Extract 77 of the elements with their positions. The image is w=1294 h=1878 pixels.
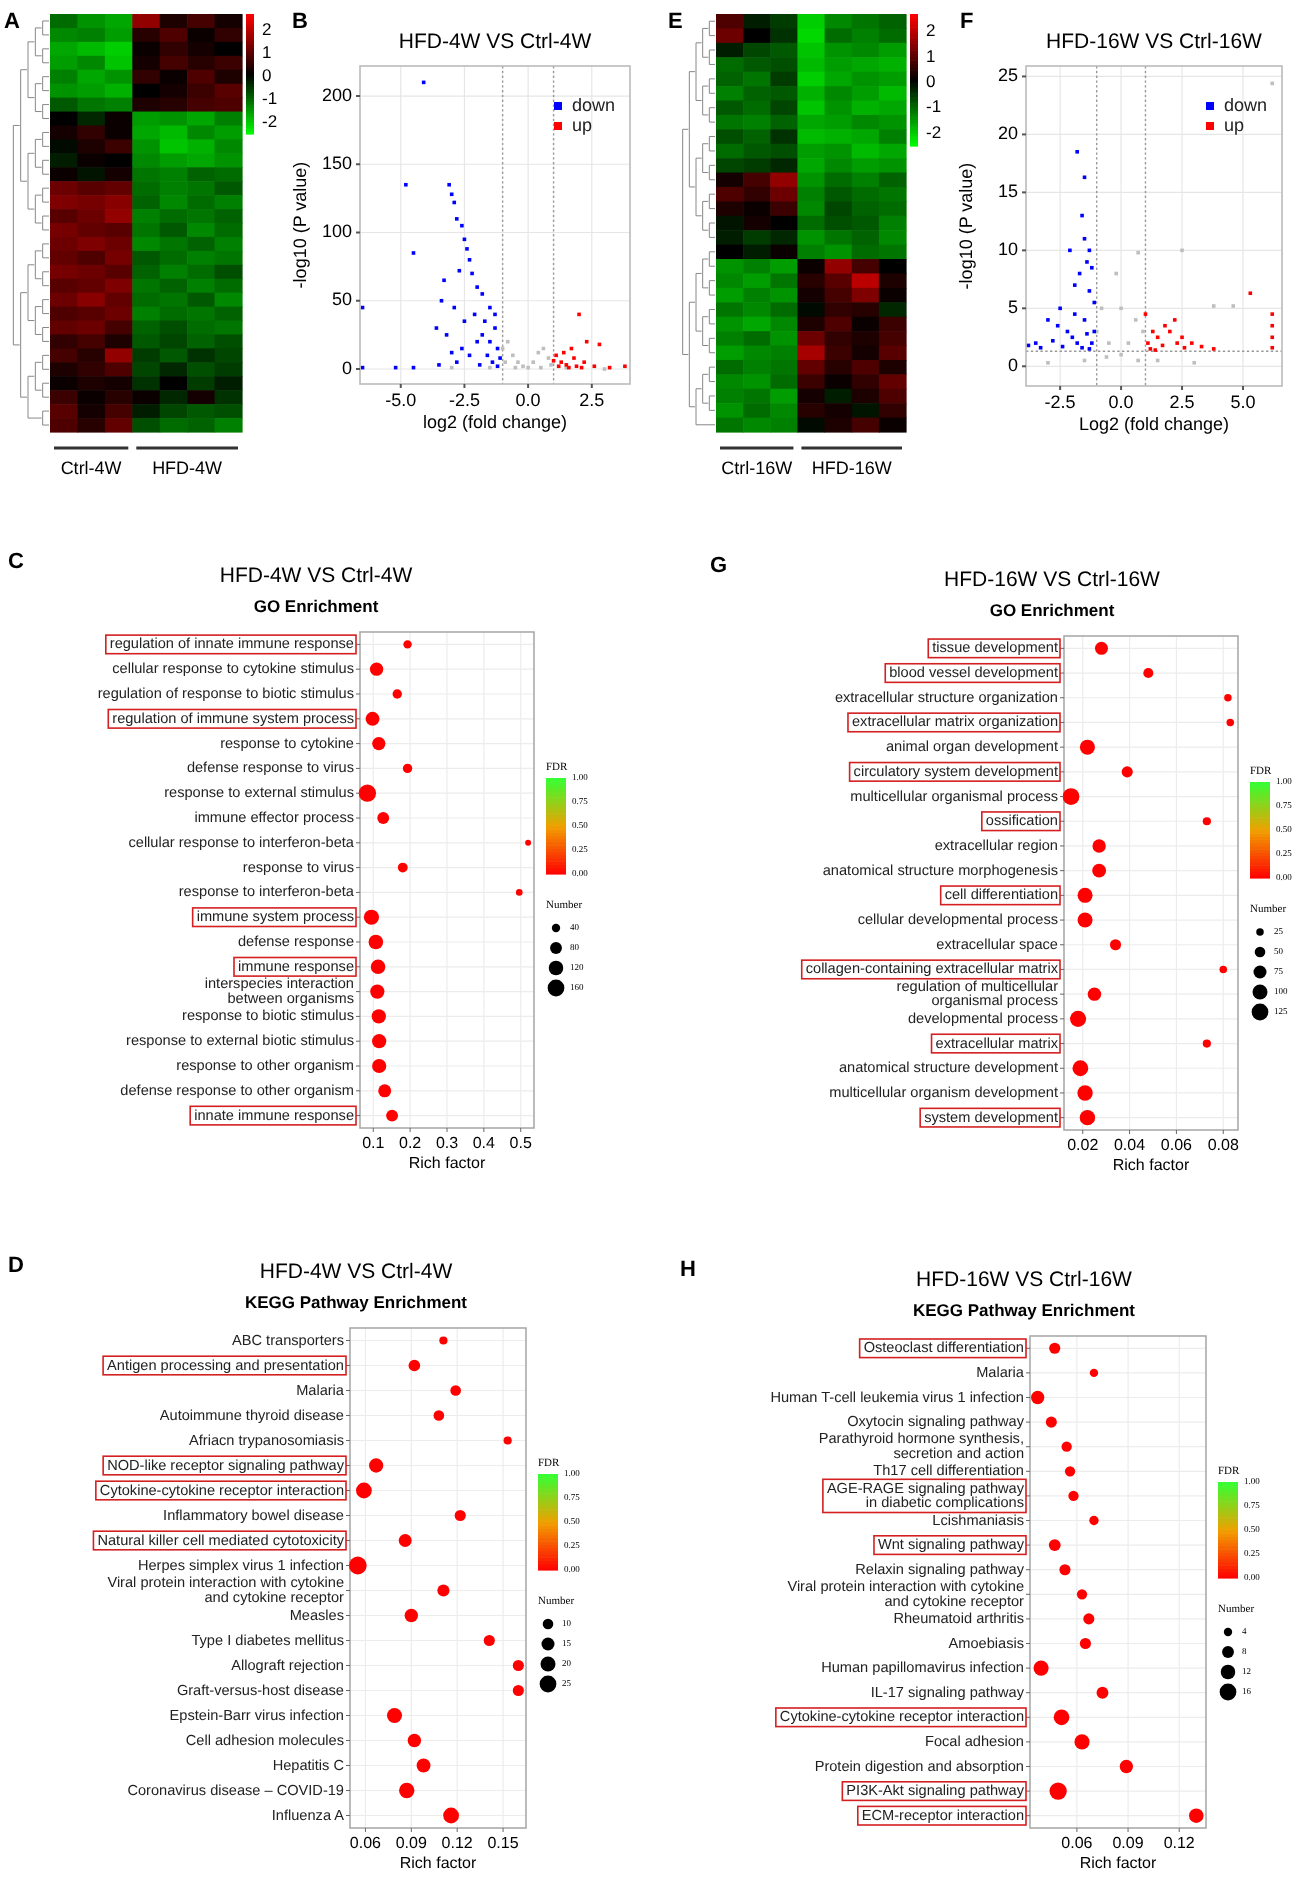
- x-axis-title: Log2 (fold change): [1078, 414, 1230, 434]
- chart-title: HFD-4W VS Ctrl-4W: [259, 1260, 453, 1284]
- color-bar-label: 1: [262, 41, 272, 62]
- text: A: [4, 10, 20, 34]
- text: HFD-4W: [152, 458, 224, 478]
- x-tick-label: -5.0: [385, 390, 417, 410]
- x-tick-label: 2.5: [579, 390, 605, 410]
- text: C: [8, 550, 24, 574]
- x-tick-label: 0.06: [349, 1834, 383, 1852]
- text: Ctrl-4W: [60, 458, 123, 478]
- color-bar-label: -1: [926, 96, 942, 117]
- color-bar-label: -2: [926, 121, 942, 142]
- x-tick-label: 0.04: [1113, 1136, 1147, 1154]
- x-tick-label: -2.5: [1044, 392, 1076, 412]
- x-tick-label: 5.0: [1230, 392, 1256, 412]
- x-tick-label: 0.09: [395, 1834, 428, 1852]
- color-bar-label: 2: [926, 20, 936, 41]
- y-tick-label: 150: [321, 153, 352, 174]
- color-bar-label: -1: [262, 87, 278, 108]
- x-tick-label: 0.2: [399, 1134, 423, 1152]
- legend-label: up: [1224, 114, 1245, 135]
- x-tick-label: 0.12: [1163, 1834, 1196, 1852]
- x-tick-label: 0.06: [1061, 1834, 1094, 1852]
- y-axis-title: -log10 (P value): [290, 161, 310, 289]
- x-tick-label: 0.0: [515, 390, 541, 410]
- x-tick-label: 0.5: [509, 1134, 533, 1152]
- x-tick-label: 0.1: [362, 1134, 386, 1152]
- x-tick-label: 0.12: [441, 1834, 474, 1852]
- y-tick-label: 0: [1007, 355, 1018, 376]
- y-tick-label: 100: [321, 221, 352, 242]
- x-tick-label: 0.02: [1067, 1136, 1100, 1154]
- text: G: [710, 554, 728, 578]
- text: H: [680, 1258, 696, 1282]
- x-axis-title: Rich factor: [1079, 1854, 1157, 1872]
- x-axis-title: log2 (fold change): [422, 412, 568, 432]
- x-tick-label: 0.09: [1112, 1834, 1145, 1852]
- x-tick-label: 0.4: [472, 1134, 497, 1152]
- chart-subtitle: KEGG Pathway Enrichment: [245, 1292, 468, 1312]
- chart-title: HFD-16W VS Ctrl-16W: [944, 568, 1161, 592]
- text: E: [668, 10, 683, 34]
- text: B: [292, 10, 308, 34]
- y-tick-label: 50: [331, 289, 352, 310]
- x-axis-title: Rich factor: [408, 1154, 486, 1172]
- chart-subtitle: KEGG Pathway Enrichment: [913, 1300, 1136, 1320]
- chart-title: HFD-16W VS Ctrl-16W: [1046, 30, 1263, 54]
- text: HFD-16W: [811, 458, 893, 478]
- x-tick-label: 0.06: [1160, 1136, 1194, 1154]
- x-tick-label: 0.3: [435, 1134, 460, 1152]
- y-tick-label: 10: [997, 239, 1018, 260]
- x-tick-label: 0.08: [1207, 1136, 1240, 1154]
- x-axis-title: Rich factor: [1112, 1156, 1190, 1174]
- chart-subtitle: GO Enrichment: [253, 596, 379, 616]
- text: D: [8, 1254, 24, 1278]
- y-tick-label: 5: [1007, 297, 1018, 318]
- text: F: [960, 10, 974, 34]
- y-tick-label: 25: [997, 65, 1018, 86]
- chart-title: HFD-16W VS Ctrl-16W: [916, 1268, 1133, 1292]
- x-tick-label: 0.0: [1108, 392, 1134, 412]
- chart-title: HFD-4W VS Ctrl-4W: [398, 30, 592, 54]
- legend-label: down: [1224, 94, 1268, 115]
- chart-title: HFD-4W VS Ctrl-4W: [219, 564, 413, 588]
- y-tick-label: 200: [321, 84, 352, 105]
- x-tick-label: -2.5: [448, 390, 480, 410]
- color-bar-label: -2: [262, 110, 278, 131]
- color-bar-label: 1: [926, 45, 936, 66]
- y-axis-title: -log10 (P value): [956, 162, 976, 290]
- text: Ctrl-16W: [721, 458, 794, 478]
- y-tick-label: 20: [997, 123, 1018, 144]
- chart-subtitle: GO Enrichment: [989, 600, 1115, 620]
- x-tick-label: 2.5: [1169, 392, 1195, 412]
- y-tick-label: 15: [997, 181, 1018, 202]
- y-tick-label: 0: [341, 357, 352, 378]
- x-tick-label: 0.15: [487, 1834, 520, 1852]
- color-bar-label: 2: [262, 18, 272, 39]
- x-axis-title: Rich factor: [399, 1854, 477, 1872]
- legend-label: down: [572, 94, 616, 115]
- legend-label: up: [572, 114, 593, 135]
